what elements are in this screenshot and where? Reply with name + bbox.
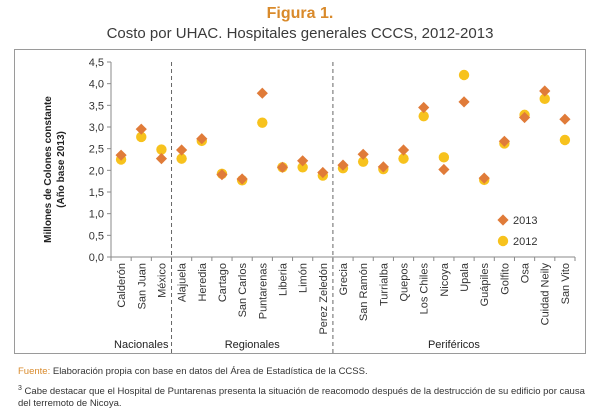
x-category-label: Cartago: [217, 263, 229, 302]
y-tick-label: 1,0: [89, 209, 104, 221]
y-tick-label: 0,0: [89, 252, 104, 264]
x-category-label: Quepos: [399, 263, 411, 302]
legend-label-2012: 2012: [513, 236, 537, 248]
group-label: Nacionales: [114, 339, 169, 351]
y-tick-label: 4,0: [89, 79, 104, 91]
point-2013: [236, 173, 248, 185]
point-2012: [458, 69, 470, 81]
point-2012: [357, 156, 369, 167]
point-2013: [397, 144, 410, 156]
source-label: Fuente:: [18, 366, 51, 377]
y-tick-label: 1,5: [89, 187, 104, 199]
x-category-label: Cuidad Neily: [540, 263, 552, 326]
y-tick-label: 3,0: [89, 122, 104, 134]
point-2012: [418, 110, 429, 122]
x-category-label: Guápiles: [479, 263, 491, 307]
point-2013: [276, 161, 289, 173]
x-category-label: Calderón: [116, 263, 128, 308]
point-2012: [136, 131, 147, 143]
y-tick-label: 0,5: [89, 230, 104, 242]
point-2013: [478, 172, 490, 184]
point-2012: [559, 134, 571, 146]
point-2012: [438, 152, 450, 163]
source-note: Fuente: Elaboración propia con base en d…: [18, 366, 368, 377]
point-2012: [297, 162, 308, 173]
point-2013: [216, 169, 228, 181]
group-label: Regionales: [225, 339, 281, 351]
y-tick-label: 2,5: [89, 144, 104, 156]
point-2013: [518, 111, 531, 124]
x-category-label: San Carlos: [237, 263, 249, 318]
point-2013: [135, 123, 147, 135]
y-tick-label: 4,5: [89, 57, 104, 69]
point-2013: [297, 155, 309, 167]
footnote-text: Cabe destacar que el Hospital de Puntare…: [18, 386, 585, 410]
x-category-label: Limón: [298, 263, 310, 293]
y-tick-label: 3,5: [89, 100, 104, 112]
point-2013: [498, 135, 510, 147]
point-2012: [156, 144, 167, 155]
footnote-marker: 3: [18, 385, 22, 392]
point-2013: [539, 85, 551, 97]
x-category-label: Liberia: [277, 262, 289, 296]
scatter-chart: 0,0 0,5 1,0 1,5 2,0 2,5 3,0 3,5 4,0 4,5 Millones d…: [43, 57, 576, 353]
x-category-label: Perez Zeledón: [318, 263, 330, 335]
point-2013: [196, 133, 208, 145]
point-2013: [377, 161, 389, 173]
figure-title: Costo por UHAC. Hospitales generales CCC…: [106, 25, 494, 42]
x-category-label: Nicoya: [439, 262, 451, 297]
point-2012: [257, 117, 268, 128]
point-2012: [539, 93, 550, 105]
point-2013: [438, 163, 450, 176]
x-category-label: San Vito: [560, 263, 572, 304]
x-category-label: Turrialba: [378, 262, 390, 306]
x-category-label: Puntarenas: [257, 263, 269, 320]
point-2013: [256, 87, 268, 99]
legend-label-2013: 2013: [513, 215, 537, 227]
x-category-label: México: [156, 263, 168, 298]
y-axis-title-line2: (Año base 2013): [56, 131, 67, 208]
x-category-label: Heredia: [197, 262, 209, 301]
y-tick-label: 2,0: [89, 165, 104, 177]
y-axis-title: Millones de Colones constante (Año base 2…: [43, 96, 67, 243]
point-2013: [559, 113, 571, 125]
group-label: Periféricos: [428, 339, 480, 351]
x-category-label: Upala: [459, 262, 471, 292]
point-2012: [398, 153, 409, 164]
point-2012: [176, 153, 187, 164]
x-category-label: Grecia: [338, 262, 350, 295]
point-2013: [337, 159, 349, 171]
point-2013: [317, 166, 329, 179]
point-2013: [176, 144, 188, 156]
x-category-label: Los Chiles: [419, 263, 431, 315]
x-category-label: San Juan: [136, 263, 148, 309]
legend-marker-2013: [497, 214, 509, 226]
point-2013: [155, 153, 168, 165]
legend-marker-2012: [497, 235, 509, 247]
footnote: 3 Cabe destacar que el Hospital de Punta…: [18, 383, 588, 410]
point-2013: [115, 149, 127, 161]
chart-frame: 0,0 0,5 1,0 1,5 2,0 2,5 3,0 3,5 4,0 4,5 Millones d…: [14, 49, 586, 354]
x-category-label: Golfito: [499, 263, 511, 295]
y-axis-title-line1: Millones de Colones constante: [43, 96, 54, 243]
point-2013: [357, 148, 369, 160]
x-category-label: Alajuela: [177, 262, 189, 302]
x-category-label: San Ramón: [358, 263, 370, 321]
source-text: Elaboración propia con base en datos del…: [52, 366, 368, 377]
x-category-label: Osa: [520, 262, 532, 283]
figure-label: Figura 1.: [266, 5, 334, 22]
point-2013: [418, 101, 430, 114]
point-2013: [458, 96, 470, 108]
